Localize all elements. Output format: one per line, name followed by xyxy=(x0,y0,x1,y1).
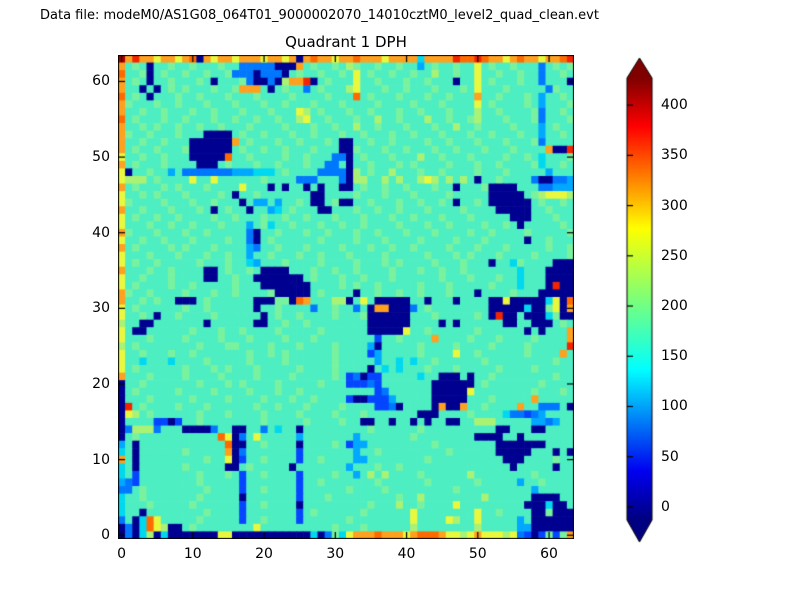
colorbar-tick-label: 100 xyxy=(661,398,688,415)
colorbar-tick-label: 150 xyxy=(661,348,688,365)
colorbar-tick-label: 200 xyxy=(661,298,688,315)
x-tick-label: 0 xyxy=(117,546,127,562)
colorbar-tick-label: 400 xyxy=(661,97,688,114)
heatmap-canvas xyxy=(118,55,574,539)
plot-title: Quadrant 1 DPH xyxy=(285,33,407,51)
x-tick-label: 50 xyxy=(468,546,487,562)
x-tick-label: 40 xyxy=(397,546,416,562)
y-tick-label: 50 xyxy=(92,149,110,166)
colorbar-tick-label: 350 xyxy=(661,147,688,164)
x-tick-label: 10 xyxy=(183,546,202,562)
y-tick-label: 20 xyxy=(92,375,110,392)
x-tick-label: 20 xyxy=(255,546,273,562)
colorbar-tick-label: 250 xyxy=(661,247,688,264)
data-file-label: Data file: modeM0/AS1G08_064T01_90000020… xyxy=(40,8,599,23)
colorbar-tick-label: 300 xyxy=(661,197,688,214)
colorbar-canvas xyxy=(625,57,655,543)
y-tick-label: 10 xyxy=(92,451,110,468)
y-tick-label: 0 xyxy=(101,527,110,544)
y-tick-label: 40 xyxy=(92,224,110,241)
y-tick-label: 30 xyxy=(92,300,110,317)
colorbar-tick-label: 0 xyxy=(661,498,670,515)
x-tick-label: 60 xyxy=(540,546,558,562)
y-tick-label: 60 xyxy=(92,73,110,90)
x-tick-label: 30 xyxy=(326,546,345,562)
colorbar-tick-label: 50 xyxy=(661,448,679,465)
